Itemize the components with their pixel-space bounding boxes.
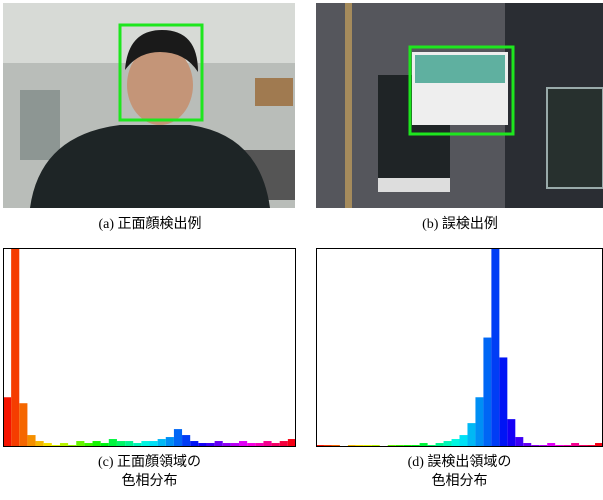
caption: (d) 誤検出領域の — [408, 453, 512, 470]
caption: (a) 正面顔検出例 — [98, 216, 201, 232]
histogram-bar — [27, 435, 35, 447]
histogram-bar — [515, 437, 523, 447]
histogram-bar — [288, 439, 296, 447]
histogram-bar — [174, 429, 182, 447]
photo-a — [3, 3, 295, 208]
histogram-bar — [452, 439, 460, 447]
caption: (b) 誤検出例 — [422, 216, 498, 232]
histogram-bar — [182, 435, 190, 447]
histogram-bar — [467, 423, 475, 447]
histogram-bar — [11, 248, 19, 447]
histogram-bar — [491, 248, 499, 447]
photo-b — [316, 3, 603, 208]
figure: (a) 正面顔検出例 (b) 誤検出例 (c) 正面顔領域の色相分布(d) 誤検… — [0, 0, 603, 495]
caption: 色相分布 — [432, 472, 488, 489]
caption: (c) 正面顔領域の — [98, 453, 201, 470]
histogram-bar — [499, 357, 507, 447]
histogram-bar — [109, 439, 117, 447]
histogram-bar — [507, 419, 515, 447]
histogram-bar — [483, 338, 491, 447]
histogram-bar — [460, 435, 468, 447]
histogram-bar — [166, 437, 174, 447]
histogram-bar — [19, 403, 27, 447]
histogram-bar — [3, 397, 11, 447]
histogram-bar — [158, 439, 166, 447]
plot-frame — [4, 249, 296, 447]
plot-frame — [317, 249, 603, 447]
histogram-bar — [475, 397, 483, 447]
caption: 色相分布 — [122, 472, 178, 489]
